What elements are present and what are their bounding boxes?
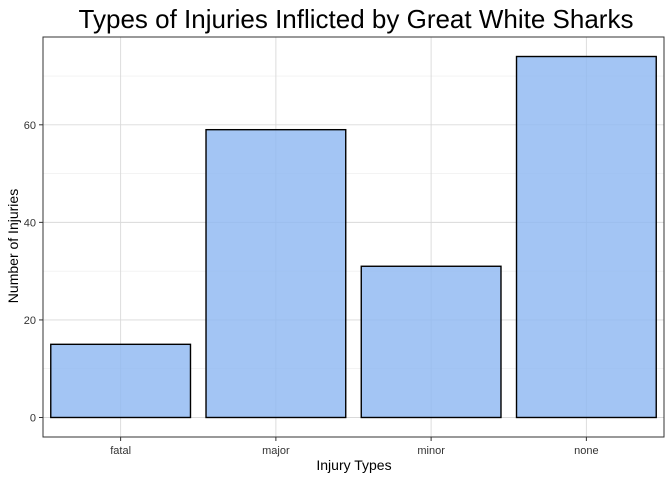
bar-none (515, 55, 657, 419)
chart-title: Types of Injuries Inflicted by Great Whi… (79, 4, 634, 34)
x-tick-label: major (262, 445, 290, 457)
x-tick-label: fatal (110, 445, 131, 457)
x-tick-label: minor (417, 445, 445, 457)
y-axis-title: Number of Injuries (5, 189, 21, 303)
x-axis-ticks: fatal major minor none (110, 437, 599, 457)
bar-major (205, 128, 347, 419)
bar-minor (360, 265, 502, 419)
y-tick-label: 20 (24, 315, 36, 327)
bar-fatal (50, 343, 192, 419)
x-axis-title: Injury Types (316, 457, 391, 473)
y-axis-ticks: 0 20 40 60 (24, 120, 43, 424)
y-tick-label: 0 (30, 412, 36, 424)
y-tick-label: 60 (24, 120, 36, 132)
y-tick-label: 40 (24, 217, 36, 229)
x-tick-label: none (574, 445, 598, 457)
bars (50, 55, 657, 419)
plot-panel-border (42, 36, 665, 438)
